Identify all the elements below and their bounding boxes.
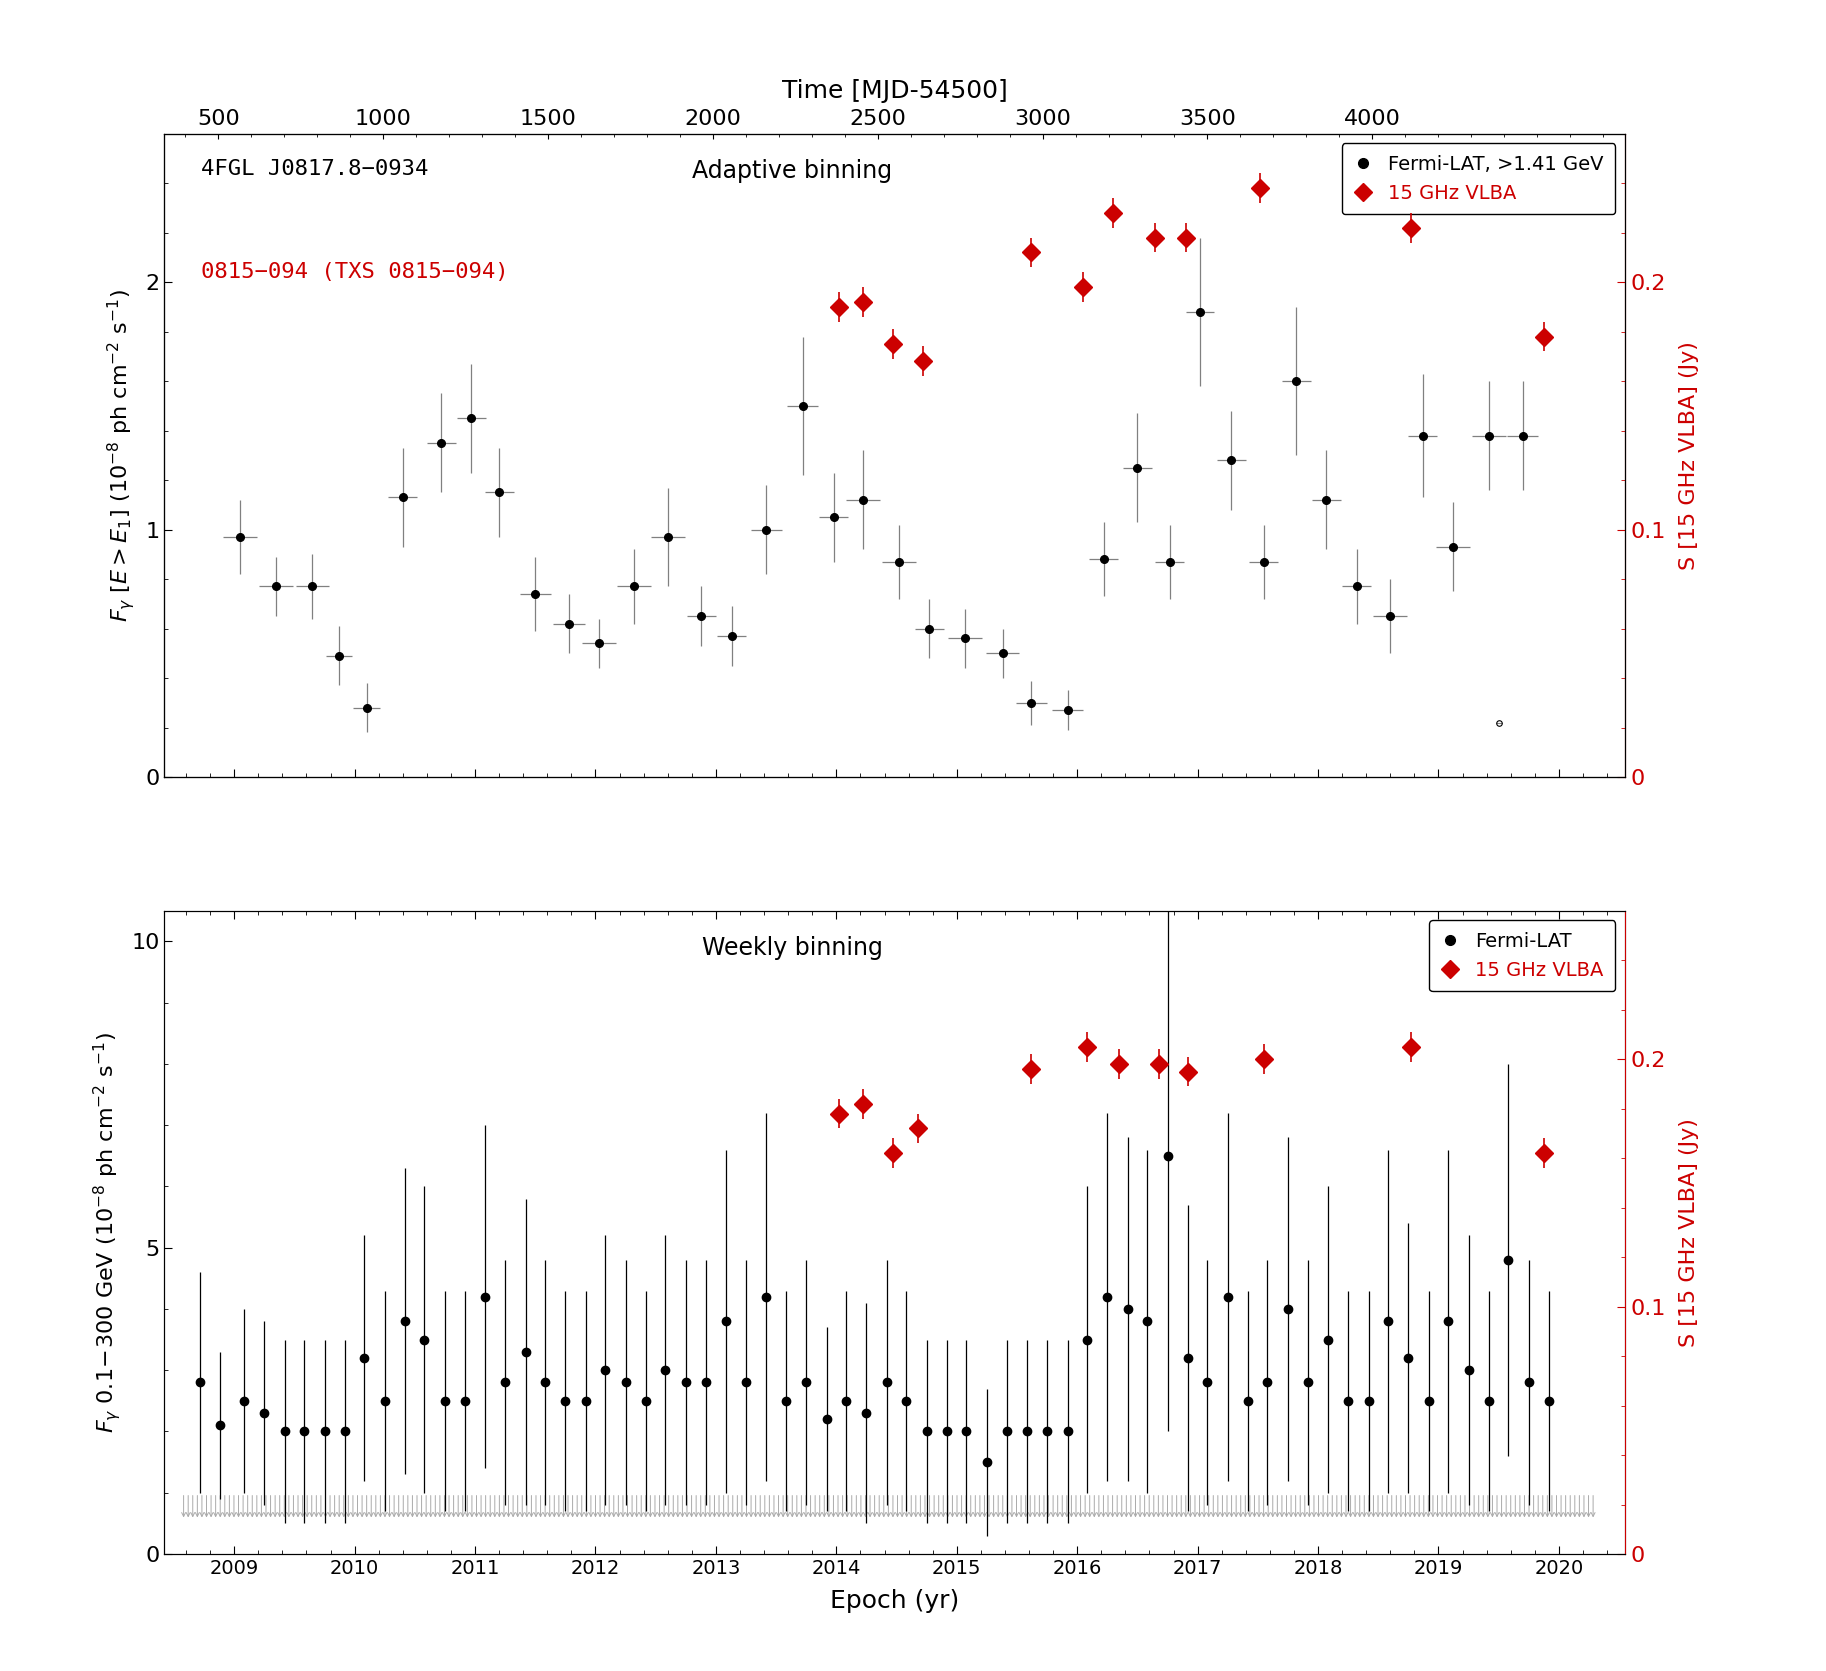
Text: 4FGL J0817.8−0934: 4FGL J0817.8−0934 <box>201 159 429 179</box>
Legend: Fermi-LAT, 15 GHz VLBA: Fermi-LAT, 15 GHz VLBA <box>1428 921 1616 991</box>
Legend: Fermi-LAT, >1.41 GeV, 15 GHz VLBA: Fermi-LAT, >1.41 GeV, 15 GHz VLBA <box>1342 144 1616 214</box>
Text: Weekly binning: Weekly binning <box>701 936 884 961</box>
X-axis label: Epoch (yr): Epoch (yr) <box>831 1589 959 1613</box>
X-axis label: Time [MJD-54500]: Time [MJD-54500] <box>782 79 1008 102</box>
Y-axis label: $F_\gamma\ [E>E_1]\ (10^{-8}\ \mathrm{ph\ cm^{-2}\ s^{-1}})$: $F_\gamma\ [E>E_1]\ (10^{-8}\ \mathrm{ph… <box>104 289 137 622</box>
Text: Adaptive binning: Adaptive binning <box>692 159 893 184</box>
Y-axis label: $F_\gamma\ 0.1\!-\!300\ \mathrm{GeV}\ (10^{-8}\ \mathrm{ph\ cm^{-2}\ s^{-1}})$: $F_\gamma\ 0.1\!-\!300\ \mathrm{GeV}\ (1… <box>91 1033 122 1432</box>
Y-axis label: S [15 GHz VLBA] (Jy): S [15 GHz VLBA] (Jy) <box>1680 1118 1700 1347</box>
Text: 0815−094 (TXS 0815−094): 0815−094 (TXS 0815−094) <box>201 262 508 282</box>
Y-axis label: S [15 GHz VLBA] (Jy): S [15 GHz VLBA] (Jy) <box>1680 341 1700 570</box>
